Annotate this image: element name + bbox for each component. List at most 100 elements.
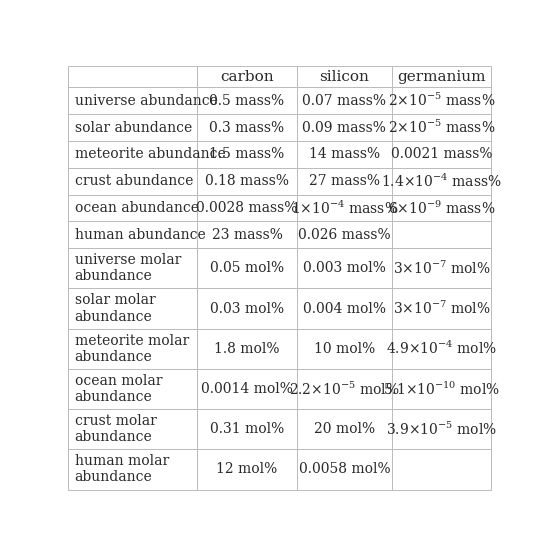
Text: 0.026 mass%: 0.026 mass% [298,228,391,242]
Text: crust abundance: crust abundance [75,174,193,188]
Text: 1.8 mol%: 1.8 mol% [214,342,280,356]
Bar [297,449,392,490]
Text: ocean molar
abundance: ocean molar abundance [75,374,162,404]
Bar [197,222,297,248]
Text: 2.2×10$^{-5}$ mol%: 2.2×10$^{-5}$ mol% [289,381,400,398]
Bar [68,369,197,409]
Bar [197,248,297,288]
Text: human abundance: human abundance [75,228,205,242]
Bar [197,87,297,114]
Text: human molar
abundance: human molar abundance [75,454,169,485]
Bar [392,248,491,288]
Text: 5.1×10$^{-10}$ mol%: 5.1×10$^{-10}$ mol% [383,381,500,398]
Bar [392,168,491,195]
Text: 0.07 mass%: 0.07 mass% [302,94,387,108]
Bar [392,369,491,409]
Bar [297,114,392,141]
Bar [68,114,197,141]
Text: meteorite molar
abundance: meteorite molar abundance [75,334,189,364]
Bar [68,141,197,168]
Bar [197,288,297,329]
Bar [197,449,297,490]
Text: solar molar
abundance: solar molar abundance [75,294,156,323]
Text: 0.0028 mass%: 0.0028 mass% [197,201,298,215]
Text: 3×10$^{-7}$ mol%: 3×10$^{-7}$ mol% [393,260,490,277]
Bar [68,87,197,114]
Bar [297,66,392,87]
Text: 20 mol%: 20 mol% [314,422,375,436]
Text: universe molar
abundance: universe molar abundance [75,253,181,283]
Text: 0.003 mol%: 0.003 mol% [303,261,386,276]
Bar [297,141,392,168]
Bar [68,248,197,288]
Bar [68,195,197,222]
Bar [68,66,197,87]
Bar [392,222,491,248]
Bar [297,195,392,222]
Text: 0.05 mol%: 0.05 mol% [210,261,284,276]
Bar [197,329,297,369]
Bar [68,329,197,369]
Bar [297,222,392,248]
Bar [297,248,392,288]
Text: 0.0021 mass%: 0.0021 mass% [391,147,492,162]
Bar [297,168,392,195]
Text: solar abundance: solar abundance [75,120,192,135]
Bar [392,329,491,369]
Bar [392,449,491,490]
Bar [297,369,392,409]
Text: 27 mass%: 27 mass% [309,174,380,188]
Text: 0.18 mass%: 0.18 mass% [205,174,289,188]
Text: 2×10$^{-5}$ mass%: 2×10$^{-5}$ mass% [388,119,495,136]
Text: 10 mol%: 10 mol% [314,342,375,356]
Text: 3×10$^{-7}$ mol%: 3×10$^{-7}$ mol% [393,300,490,317]
Text: ocean abundance: ocean abundance [75,201,199,215]
Bar [392,87,491,114]
Bar [68,222,197,248]
Bar [68,288,197,329]
Text: 0.31 mol%: 0.31 mol% [210,422,284,436]
Bar [392,195,491,222]
Text: 0.004 mol%: 0.004 mol% [303,301,386,316]
Text: 0.3 mass%: 0.3 mass% [210,120,284,135]
Text: 14 mass%: 14 mass% [309,147,380,162]
Text: 23 mass%: 23 mass% [212,228,282,242]
Text: 6×10$^{-9}$ mass%: 6×10$^{-9}$ mass% [388,200,495,217]
Bar [68,168,197,195]
Bar [197,409,297,449]
Bar [297,329,392,369]
Bar [297,409,392,449]
Bar [392,66,491,87]
Text: universe abundance: universe abundance [75,94,217,108]
Text: silicon: silicon [319,70,369,84]
Text: 0.03 mol%: 0.03 mol% [210,301,284,316]
Text: carbon: carbon [220,70,274,84]
Text: 0.09 mass%: 0.09 mass% [302,120,386,135]
Text: germanium: germanium [397,70,486,84]
Text: 1×10$^{-4}$ mass%: 1×10$^{-4}$ mass% [290,200,398,217]
Bar [197,141,297,168]
Bar [297,87,392,114]
Text: meteorite abundance: meteorite abundance [75,147,225,162]
Bar [392,288,491,329]
Text: 2×10$^{-5}$ mass%: 2×10$^{-5}$ mass% [388,92,495,109]
Bar [197,114,297,141]
Bar [197,168,297,195]
Text: 3.9×10$^{-5}$ mol%: 3.9×10$^{-5}$ mol% [386,421,497,438]
Text: 4.9×10$^{-4}$ mol%: 4.9×10$^{-4}$ mol% [386,340,497,358]
Text: 1.5 mass%: 1.5 mass% [210,147,284,162]
Bar [197,66,297,87]
Text: 0.0058 mol%: 0.0058 mol% [299,463,390,476]
Text: 0.5 mass%: 0.5 mass% [210,94,284,108]
Text: 0.0014 mol%: 0.0014 mol% [201,382,293,396]
Bar [392,114,491,141]
Bar [392,409,491,449]
Bar [392,141,491,168]
Bar [68,449,197,490]
Bar [197,195,297,222]
Bar [68,409,197,449]
Bar [197,369,297,409]
Bar [297,288,392,329]
Text: crust molar
abundance: crust molar abundance [75,414,157,444]
Text: 12 mol%: 12 mol% [216,463,278,476]
